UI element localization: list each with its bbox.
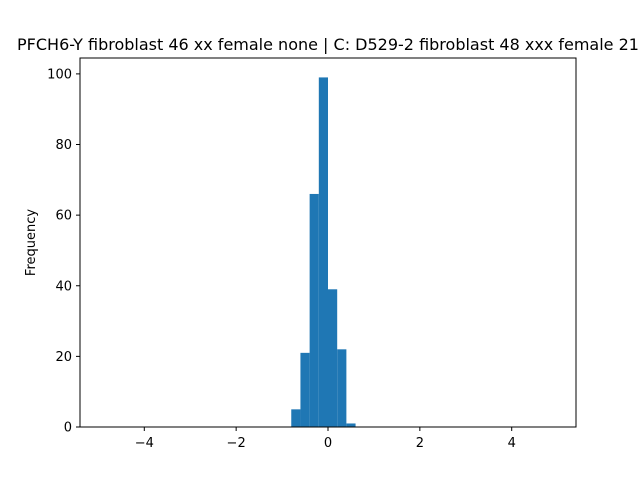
y-tick-label: 20 (55, 350, 72, 365)
x-axis-ticks: −4 −2 0 2 4 (135, 427, 516, 451)
histogram-bar (328, 289, 338, 427)
y-axis-ticks: 0 20 40 60 80 100 (47, 67, 80, 436)
histogram-bar (318, 77, 328, 428)
plot-frame (79, 57, 577, 428)
histogram-bar (291, 409, 301, 427)
histogram-bars (291, 77, 356, 428)
x-tick-label: 4 (508, 436, 516, 451)
y-tick-label: 80 (55, 138, 72, 153)
x-tick-label: −4 (135, 436, 154, 451)
histogram-bar (346, 423, 356, 427)
histogram-bar (309, 193, 319, 427)
histogram-bar (300, 352, 310, 427)
y-tick-label: 0 (64, 421, 72, 436)
y-tick-label: 60 (55, 209, 72, 224)
x-tick-label: −2 (227, 436, 246, 451)
y-axis-label: Frequency (24, 209, 39, 276)
y-tick-label: 40 (55, 279, 72, 294)
histogram-bar (337, 349, 347, 427)
x-tick-label: 0 (324, 436, 332, 451)
chart-title: PFCH6-Y fibroblast 46 xx female none | C… (17, 35, 639, 54)
x-tick-label: 2 (416, 436, 424, 451)
y-tick-label: 100 (47, 67, 72, 82)
